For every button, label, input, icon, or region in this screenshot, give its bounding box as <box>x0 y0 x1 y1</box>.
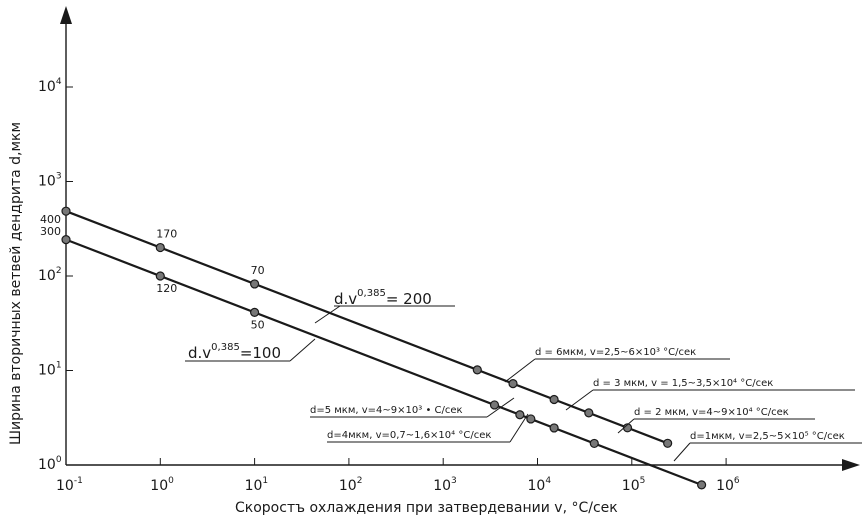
data-point <box>549 394 559 405</box>
point-value-label: 120 <box>156 282 177 295</box>
equation-labels: d.v0,385= 200 d.v0,385=100 <box>185 288 455 362</box>
y-tick-label: 101 <box>38 361 62 379</box>
x-tick-label: 106 <box>716 476 740 494</box>
series-line <box>65 210 669 445</box>
y-axis-arrow <box>60 6 72 24</box>
point-value-label: 70 <box>251 264 265 277</box>
annotation-leader <box>617 418 635 434</box>
x-tick-label: 105 <box>622 476 646 494</box>
data-point <box>549 423 559 433</box>
x-axis-arrow <box>842 459 860 471</box>
annotation-label: d=1мкм, v=2,5~5×10⁵ °С/сек <box>690 431 845 442</box>
y-axis-label: Ширина вторичных ветвей дендрита d,мкм <box>8 122 24 445</box>
data-point <box>697 480 707 490</box>
annotation-label: d = 6мкм, v=2,5~6×10³ °С/сек <box>535 347 696 358</box>
y-extra-label: 300 <box>40 225 61 238</box>
annotation-label: d = 2 мкм, v=4~9×10⁴ °С/сек <box>634 407 789 418</box>
data-point <box>584 408 594 418</box>
annotation-leader <box>504 358 536 383</box>
data-point <box>589 438 599 449</box>
data-point <box>155 271 165 281</box>
equation-label: d.v0,385=100 <box>188 342 281 362</box>
y-tick-label: 103 <box>38 172 62 190</box>
data-point <box>61 235 71 245</box>
x-tick-label: 103 <box>433 476 457 494</box>
equation-label: d.v0,385= 200 <box>334 288 432 308</box>
y-tick-label: 104 <box>38 77 62 95</box>
equation-leader <box>289 338 316 362</box>
data-point <box>472 365 482 375</box>
y-tick-label: 100 <box>38 455 62 473</box>
x-tick-label: 102 <box>339 476 363 494</box>
y-extra-label: 400 <box>40 213 61 226</box>
data-point <box>61 206 71 216</box>
x-tick-label: 100 <box>150 476 174 494</box>
data-point <box>515 410 525 420</box>
tick-labels: 10-1 100 101 102 103 104 105 106 100 101 102 103 104… <box>38 77 740 494</box>
annotation-leader <box>565 389 594 411</box>
data-point <box>663 438 673 448</box>
x-tick-label: 101 <box>245 476 269 494</box>
annotation-label: d=5 мкм, v=4~9×10³ • С/сек <box>310 405 463 416</box>
annotations: d = 6мкм, v=2,5~6×10³ °С/сек d = 3 мкм, v… <box>310 347 862 462</box>
x-axis-label: Скоростъ охлаждения при затвердевании v,… <box>235 500 618 516</box>
equation-leader <box>314 305 341 324</box>
data-point <box>508 379 518 389</box>
y-tick-label: 102 <box>38 266 62 284</box>
data-points <box>61 206 707 490</box>
annotation-leader <box>486 397 515 418</box>
annotation-leader <box>509 413 529 443</box>
axes <box>60 6 860 471</box>
point-labels: 170 120 70 50 <box>156 228 264 332</box>
data-point <box>155 242 165 253</box>
data-point <box>526 414 536 424</box>
point-value-label: 50 <box>251 318 265 331</box>
annotation-label: d=4мкм, v=0,7~1,6×10⁴ °С/сек <box>327 430 491 441</box>
x-tick-label: 10-1 <box>56 476 83 494</box>
annotation-leader <box>673 442 691 462</box>
data-point <box>489 400 500 410</box>
point-value-label: 170 <box>156 228 177 241</box>
x-tick-label: 104 <box>528 476 552 494</box>
data-point <box>250 307 260 317</box>
annotation-label: d = 3 мкм, v = 1,5~3,5×10⁴ °С/сек <box>593 378 773 389</box>
data-point <box>250 279 260 289</box>
